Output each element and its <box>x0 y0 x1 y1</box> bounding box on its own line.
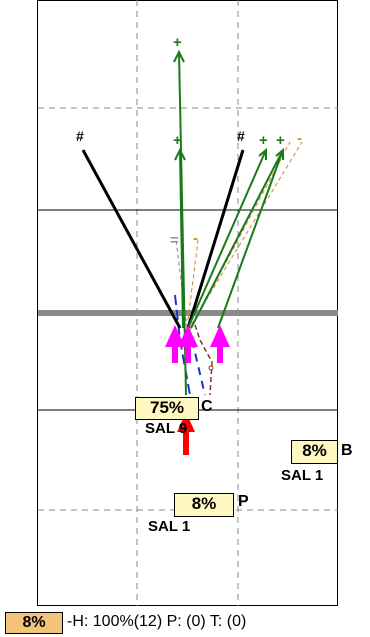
footer-badge[interactable]: 8% <box>5 612 63 634</box>
status-footer: 8% -H: 100%(12) P: (0) T: (0) <box>0 612 370 634</box>
gray-bar <box>38 310 338 316</box>
b-letter: B <box>341 442 353 459</box>
field-panel <box>37 0 338 606</box>
plus-marker-r2: + <box>276 132 285 149</box>
trajectory-markers: # # + + + + - = - <box>76 34 302 249</box>
main-letter: C <box>201 398 213 415</box>
main-sal: SAL 9 <box>145 420 188 437</box>
footer-info: -H: 100%(12) P: (0) T: (0) <box>67 613 247 630</box>
b-percent-tag[interactable]: 8% <box>291 440 338 464</box>
red-arrow <box>177 412 195 455</box>
hash-marker-left: # <box>76 128 84 144</box>
p-percent-tag[interactable]: 8% <box>174 493 234 517</box>
dash-marker-r: - <box>297 130 302 147</box>
b-sal: SAL 1 <box>281 467 324 484</box>
p-sal: SAL 1 <box>148 518 191 535</box>
p-letter: P <box>238 493 249 510</box>
plus-marker-top: + <box>173 34 182 51</box>
black-trajectories <box>81 149 245 329</box>
plus-marker-mid: + <box>173 132 182 149</box>
plus-marker-r1: + <box>259 132 268 149</box>
equals-marker: = <box>170 232 179 249</box>
main-percent-tag[interactable]: 75% <box>135 397 199 420</box>
dash-marker-mid: - <box>193 230 198 247</box>
hash-marker-right: # <box>237 128 245 144</box>
magenta-arrows <box>165 325 230 363</box>
